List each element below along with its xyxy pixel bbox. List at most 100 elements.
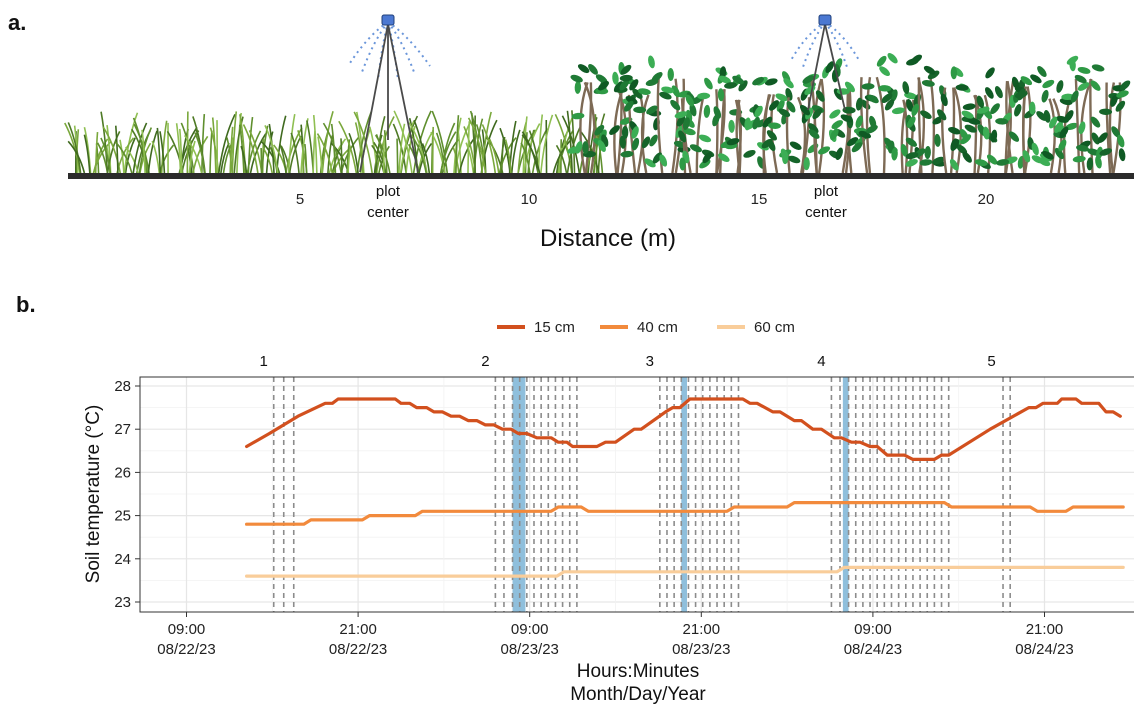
shrub-leaf: [685, 94, 694, 107]
grass-blade: [290, 132, 300, 174]
grass-blade: [348, 132, 359, 174]
grass-blade: [141, 129, 146, 174]
shrub-leaf: [911, 103, 920, 117]
grass-blade: [481, 111, 492, 174]
shrub-leaf: [648, 55, 655, 69]
shrub-leaf: [717, 88, 725, 102]
shrub-leaf: [904, 92, 917, 100]
shrub-stem: [953, 87, 962, 174]
shrub-leaf: [825, 61, 835, 73]
shrub-leaf: [840, 114, 853, 123]
grass-blade: [455, 115, 460, 174]
y-tick-label: 26: [114, 464, 131, 481]
shrub-leaf: [595, 74, 608, 84]
shrub-leaf: [1110, 94, 1118, 107]
shrub-leaf: [732, 75, 745, 85]
grass-blade: [393, 110, 413, 174]
x-axis-title-line1: Hours:Minutes: [577, 661, 700, 682]
grass-blade: [194, 132, 206, 174]
shrub-leaf: [844, 81, 855, 93]
grass-blade: [285, 127, 303, 174]
shrub-leaf: [891, 147, 898, 161]
sprinkler-head-icon: [381, 14, 395, 26]
shrub-leaf: [619, 135, 627, 149]
legend-label: 40 cm: [637, 319, 678, 336]
shrub-leaf: [1095, 155, 1102, 169]
shrub-leaf: [679, 157, 686, 171]
shrub-leaf: [612, 71, 619, 85]
shrub-leaf: [891, 107, 905, 115]
shrub-leaf: [905, 152, 919, 160]
grass-blade: [327, 134, 334, 174]
shrub-leaf: [905, 159, 918, 167]
shrub-leaf: [876, 55, 887, 67]
shrub-leaf: [631, 126, 639, 139]
shrub-leaf: [976, 95, 985, 109]
shrub-leaf: [949, 159, 959, 171]
shrub-leaf: [961, 110, 974, 119]
grass-blade: [218, 113, 236, 174]
shrub-leaf: [571, 112, 585, 120]
grass-blade: [439, 131, 457, 174]
grass-blade: [430, 131, 446, 174]
shrub-stem: [796, 96, 807, 174]
plot-center-label: center: [805, 204, 847, 221]
distance-tick: 20: [978, 191, 995, 208]
shrub-leaf: [671, 85, 680, 98]
shrub-leaf: [1077, 82, 1090, 91]
shrub-leaf: [990, 103, 1000, 115]
shrub-leaf: [620, 150, 634, 158]
shrub-stem: [1080, 78, 1093, 174]
shrub-leaf: [789, 141, 802, 150]
shrub-leaf: [645, 78, 659, 87]
grass-illustration: [64, 110, 606, 174]
grass-blade: [147, 130, 158, 174]
shrub-leaf: [996, 159, 1010, 166]
shrub-leaf: [1058, 139, 1067, 152]
grid-lines: [140, 377, 1134, 612]
x-tick-label-time: 09:00: [854, 621, 892, 638]
shrub-leaf: [620, 64, 632, 75]
shrub-leaf: [776, 99, 785, 112]
grass-blade: [398, 123, 406, 174]
plot-border: [139, 376, 1134, 613]
shrub-leaf: [906, 99, 914, 112]
grass-blade: [411, 136, 427, 174]
shrub-leaf: [802, 75, 815, 84]
shrub-leaf: [713, 106, 722, 119]
grass-blade: [240, 145, 248, 174]
shrub-stem: [695, 98, 705, 174]
grass-blade: [183, 134, 203, 174]
shrub-stem: [583, 81, 596, 174]
shrub-leaf: [1115, 100, 1126, 112]
shrub-leaf: [652, 152, 663, 164]
grass-blade: [156, 127, 162, 174]
event-label: 3: [646, 353, 654, 370]
shrub-stem: [1023, 86, 1032, 174]
grass-blade: [106, 130, 121, 174]
shrub-leaf: [754, 105, 763, 118]
shrub-leaf: [674, 111, 688, 119]
grass-blade: [317, 136, 323, 174]
shrub-leaf: [950, 66, 958, 80]
shrub-leaf: [1117, 134, 1125, 148]
shrub-leaf: [1099, 148, 1112, 156]
shrub-leaf: [1096, 146, 1103, 160]
y-axis: 23 24 25 26 27 28: [114, 378, 140, 611]
grass-blade: [102, 126, 122, 174]
shrub-leaf: [782, 151, 789, 165]
shrub-leaf: [683, 128, 696, 136]
shrub-leaf: [921, 80, 935, 87]
shrub-leaf: [1056, 80, 1064, 93]
shrub-leaf: [910, 54, 923, 64]
shrub-leaf: [631, 137, 640, 151]
grass-blade: [354, 122, 364, 174]
distance-tick: 5: [296, 191, 304, 208]
x-tick-label-time: 09:00: [168, 621, 206, 638]
grass-blade: [554, 113, 573, 174]
shrub-leaf: [778, 108, 791, 117]
shrub-leaf: [803, 157, 810, 171]
x-tick-label-date: 08/22/23: [157, 641, 215, 658]
shrub-leaf: [1048, 116, 1058, 129]
